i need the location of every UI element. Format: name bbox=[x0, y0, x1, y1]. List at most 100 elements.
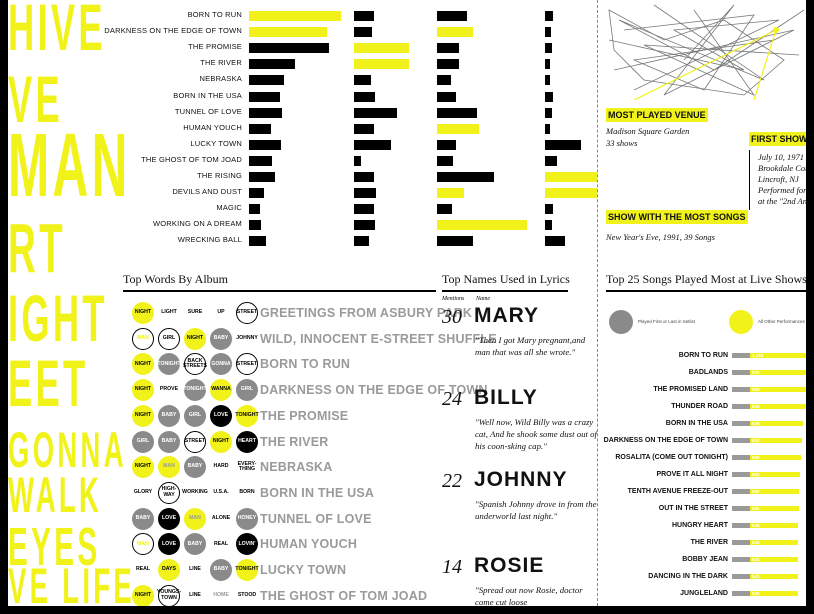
name-quote: "Well now, Wild Billy was a crazy cat, A… bbox=[475, 417, 598, 451]
song-gray-bar bbox=[732, 353, 750, 358]
song-yellow-bar bbox=[750, 489, 799, 494]
song-label: THUNDER ROAD bbox=[671, 403, 728, 410]
album-bar bbox=[437, 204, 452, 215]
song-yellow-bar bbox=[750, 591, 798, 596]
word-album-label: WILD, INNOCENT E-STREET SHUFFLE bbox=[260, 331, 497, 346]
album-label: WRECKING BALL bbox=[177, 235, 242, 245]
word-circle: NIGHT bbox=[184, 327, 206, 350]
legend-gray-swatch bbox=[609, 310, 633, 334]
word-circle: EVERY-THING bbox=[237, 460, 257, 473]
album-bar bbox=[545, 75, 550, 86]
album-bar bbox=[354, 11, 374, 21]
song-count: 556 bbox=[752, 506, 760, 511]
word-circle: STREET bbox=[236, 302, 258, 324]
album-label: LUCKY TOWN bbox=[190, 138, 242, 148]
word-circle: MAN bbox=[132, 327, 154, 350]
lyric-word: VE LIFE bbox=[8, 558, 136, 606]
word-circle: WANNA bbox=[210, 379, 232, 402]
album-bar bbox=[437, 188, 464, 199]
album-bar bbox=[249, 172, 275, 182]
album-bar bbox=[437, 172, 494, 182]
album-bar bbox=[437, 123, 479, 134]
word-circle: MAN bbox=[132, 533, 154, 556]
lyric-word: WALK bbox=[8, 467, 103, 523]
song-gray-bar bbox=[732, 523, 750, 528]
album-bar bbox=[249, 236, 266, 247]
song-gray-bar bbox=[732, 489, 750, 494]
album-label: DARKNESS ON THE EDGE OF TOWN bbox=[104, 26, 242, 36]
word-album-label: HUMAN YOUCH bbox=[260, 537, 358, 552]
album-label: THE GHOST OF TOM JOAD bbox=[141, 154, 242, 164]
word-circle: LOVE bbox=[158, 507, 180, 530]
word-album-label: BORN IN THE USA bbox=[260, 485, 375, 500]
word-circle: STOOD bbox=[237, 591, 257, 598]
word-circle: LOVE bbox=[210, 404, 232, 427]
word-circle: DAYS bbox=[158, 559, 180, 581]
album-bar bbox=[249, 220, 261, 231]
album-label: HUMAN YOUCH bbox=[183, 122, 242, 132]
song-count: 970 bbox=[752, 370, 760, 375]
word-circle: HEART bbox=[236, 430, 258, 453]
word-circle: BABY bbox=[184, 533, 206, 556]
most-songs-detail: New Year's Eve, 1991, 39 Songs bbox=[606, 232, 715, 242]
album-bar bbox=[249, 75, 284, 86]
lyric-word: VE bbox=[8, 62, 64, 136]
word-circle: GONNA bbox=[210, 353, 232, 376]
most-played-venue-name: Madison Square Garden bbox=[606, 126, 690, 136]
song-yellow-bar bbox=[750, 404, 806, 409]
song-count: 541 bbox=[752, 557, 760, 562]
song-count: 548 bbox=[752, 523, 760, 528]
album-bar bbox=[545, 236, 565, 247]
word-circle: TONIGHT bbox=[235, 559, 259, 581]
song-yellow-bar bbox=[750, 370, 806, 375]
song-gray-bar bbox=[732, 421, 750, 426]
song-label: BADLANDS bbox=[688, 369, 728, 376]
name-quote: "Then I got Mary pregnant,and man that w… bbox=[475, 335, 586, 357]
word-album-label: THE RIVER bbox=[260, 434, 329, 449]
album-bar bbox=[437, 43, 459, 54]
album-label: TUNNEL OF LOVE bbox=[174, 106, 242, 116]
album-bar bbox=[354, 155, 361, 166]
album-bar bbox=[249, 139, 281, 150]
album-bar bbox=[249, 204, 260, 215]
album-bar bbox=[545, 59, 550, 70]
word-album-label: THE PROMISE bbox=[260, 408, 349, 423]
song-yellow-bar bbox=[750, 421, 804, 426]
most-played-venue-tag: MOST PLAYED VENUE bbox=[606, 108, 708, 122]
song-gray-bar bbox=[732, 455, 750, 460]
song-label: THE RIVER bbox=[690, 539, 728, 546]
word-circle: NIGHT bbox=[132, 379, 154, 402]
song-gray-bar bbox=[732, 591, 750, 596]
song-yellow-bar bbox=[750, 574, 798, 579]
album-bar bbox=[249, 107, 282, 118]
album-bar bbox=[354, 91, 375, 102]
word-circle: NIGHT bbox=[210, 430, 232, 453]
song-gray-bar bbox=[732, 506, 750, 511]
word-circle: NIGHT bbox=[132, 302, 154, 324]
word-circle: MAN bbox=[184, 507, 206, 530]
album-bar bbox=[545, 220, 552, 231]
name-count: 22 bbox=[442, 470, 462, 492]
word-circle: BABY bbox=[132, 507, 154, 530]
mentions-col-label: Mentions bbox=[442, 296, 465, 302]
album-bar bbox=[545, 139, 581, 150]
song-count: 536 bbox=[752, 591, 760, 596]
lyric-word: EET bbox=[8, 346, 89, 420]
first-show-line-text: Brookdale Comm bbox=[758, 163, 806, 173]
word-circle: WORKING bbox=[182, 489, 208, 496]
word-circle: GIRL bbox=[158, 327, 180, 350]
word-circle: BACK STREETS bbox=[183, 353, 207, 376]
album-bar bbox=[249, 123, 271, 134]
word-circle: SURE bbox=[187, 309, 203, 316]
album-bar bbox=[545, 155, 557, 166]
lyric-word: GONNA bbox=[8, 422, 127, 478]
first-show-line bbox=[749, 150, 750, 210]
top-words-rule bbox=[123, 290, 436, 292]
album-bar bbox=[545, 91, 553, 102]
word-circle: LOVE bbox=[158, 533, 180, 556]
song-gray-bar bbox=[732, 574, 750, 579]
album-bar bbox=[354, 123, 374, 134]
lyric-word: RT bbox=[8, 209, 66, 287]
name-text: BILLY bbox=[474, 386, 538, 409]
name-text: JOHNNY bbox=[474, 468, 568, 491]
